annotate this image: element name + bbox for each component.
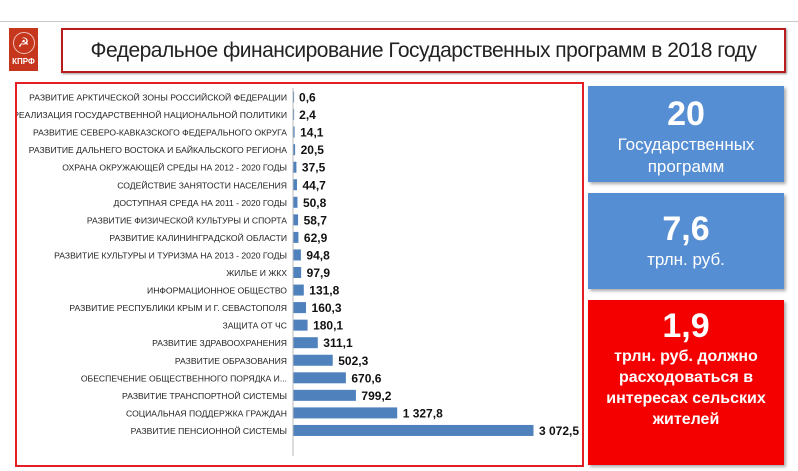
data-label: 0,6: [299, 91, 316, 105]
chart-frame: РАЗВИТИЕ АРКТИЧЕСКОЙ ЗОНЫ РОССИЙСКОЙ ФЕД…: [13, 82, 584, 467]
data-label: 37,5: [302, 161, 326, 175]
data-label: 311,1: [323, 336, 353, 350]
data-label: 14,1: [300, 126, 324, 140]
bar: [293, 407, 398, 419]
stat-programs: 20 Государственных программ: [588, 86, 784, 182]
data-label: 94,8: [306, 248, 330, 262]
bar: [293, 126, 295, 138]
bar: [293, 337, 318, 349]
data-label: 180,1: [313, 319, 343, 333]
logo-text: КПРФ: [12, 57, 35, 66]
category-label: РАЗВИТИЕ КУЛЬТУРЫ И ТУРИЗМА НА 2013 - 20…: [54, 250, 287, 260]
data-label: 799,2: [361, 389, 391, 403]
category-label: ОБЕСПЕЧЕНИЕ ОБЩЕСТВЕННОГО ПОРЯДКА И...: [81, 373, 287, 383]
page-title: Федеральное финансирование Государственн…: [61, 28, 786, 73]
bar-chart: РАЗВИТИЕ АРКТИЧЕСКОЙ ЗОНЫ РОССИЙСКОЙ ФЕД…: [13, 88, 579, 456]
category-label: ЖИЛЬЕ И ЖКХ: [226, 268, 287, 278]
data-label: 3 072,5: [539, 424, 579, 438]
stat-text: трлн. руб. должно расходоваться в интере…: [606, 348, 766, 428]
category-label: РАЗВИТИЕ ДАЛЬНЕГО ВОСТОКА И БАЙКАЛЬСКОГО…: [29, 144, 288, 155]
category-label: СОЦИАЛЬНАЯ ПОДДЕРЖКА ГРАЖДАН: [126, 408, 287, 418]
data-label: 97,9: [307, 266, 331, 280]
data-label: 50,8: [303, 196, 327, 210]
category-label: РАЗВИТИЕ СЕВЕРО-КАВКАЗСКОГО ФЕДЕРАЛЬНОГО…: [33, 128, 287, 138]
category-label: РАЗВИТИЕ ОБРАЗОВАНИЯ: [175, 356, 287, 366]
bar: [293, 109, 295, 121]
bar: [293, 354, 333, 366]
stat-value: 1,9: [662, 307, 710, 345]
stat-value: 20: [667, 95, 705, 133]
bar: [293, 91, 295, 103]
bar: [293, 389, 356, 401]
category-label: ЗАЩИТА ОТ ЧС: [223, 321, 288, 331]
stat-rural: 1,9 трлн. руб. должно расходоваться в ин…: [588, 300, 784, 465]
category-label: РАЗВИТИЕ РЕСПУБЛИКИ КРЫМ И Г. СЕВАСТОПОЛ…: [69, 303, 287, 313]
bar: [293, 161, 297, 173]
stat-value: 7,6: [662, 210, 710, 248]
bar: [293, 249, 301, 261]
stat-total: 7,6 трлн. руб.: [588, 193, 784, 289]
bar: [293, 144, 296, 156]
bar: [293, 214, 299, 226]
category-label: РАЗВИТИЕ ТРАНСПОРТНОЙ СИСТЕМЫ: [122, 390, 287, 401]
data-label: 62,9: [304, 231, 328, 245]
bar: [293, 267, 302, 278]
data-label: 670,6: [351, 371, 381, 385]
category-label: РЕАЛИЗАЦИЯ ГОСУДАРСТВЕННОЙ НАЦИОНАЛЬНОЙ …: [17, 109, 287, 120]
top-divider: [0, 21, 798, 22]
category-label: ОХРАНА ОКРУЖАЮЩЕЙ СРЕДЫ НА 2012 - 2020 Г…: [62, 162, 287, 173]
stat-text: Государственных программ: [617, 135, 755, 176]
bar: [293, 231, 299, 243]
hammer-sickle-icon: ☭: [12, 32, 35, 54]
bar: [293, 284, 304, 296]
stat-text: трлн. руб.: [647, 250, 725, 269]
bar: [293, 424, 534, 436]
kprf-logo: ☭ КПРФ: [9, 28, 38, 71]
data-label: 131,8: [309, 284, 339, 298]
data-label: 44,7: [302, 178, 326, 192]
category-label: РАЗВИТИЕ АРКТИЧЕСКОЙ ЗОНЫ РОССИЙСКОЙ ФЕД…: [29, 92, 287, 103]
category-label: ИНФОРМАЦИОННОЕ ОБЩЕСТВО: [147, 286, 287, 296]
data-label: 160,3: [312, 301, 342, 315]
bar: [293, 319, 308, 331]
bar: [293, 302, 307, 314]
category-label: СОДЕЙСТВИЕ ЗАНЯТОСТИ НАСЕЛЕНИЯ: [117, 179, 287, 190]
bar: [293, 179, 297, 191]
category-label: РАЗВИТИЕ ЗДРАВООХРАНЕНИЯ: [152, 338, 287, 348]
bar: [293, 372, 346, 384]
category-label: ДОСТУПНАЯ СРЕДА НА 2011 - 2020 ГОДЫ: [114, 198, 288, 208]
category-label: РАЗВИТИЕ ФИЗИЧЕСКОЙ КУЛЬТУРЫ И СПОРТА: [87, 214, 287, 225]
bar: [293, 196, 298, 208]
data-label: 1 327,8: [403, 406, 443, 420]
category-label: РАЗВИТИЕ КАЛИНИНГРАДСКОЙ ОБЛАСТИ: [109, 232, 287, 243]
data-label: 58,7: [304, 213, 328, 227]
data-label: 2,4: [299, 108, 316, 122]
data-label: 20,5: [301, 143, 325, 157]
category-label: РАЗВИТИЕ ПЕНСИОННОЙ СИСТЕМЫ: [131, 425, 287, 436]
data-label: 502,3: [338, 354, 368, 368]
